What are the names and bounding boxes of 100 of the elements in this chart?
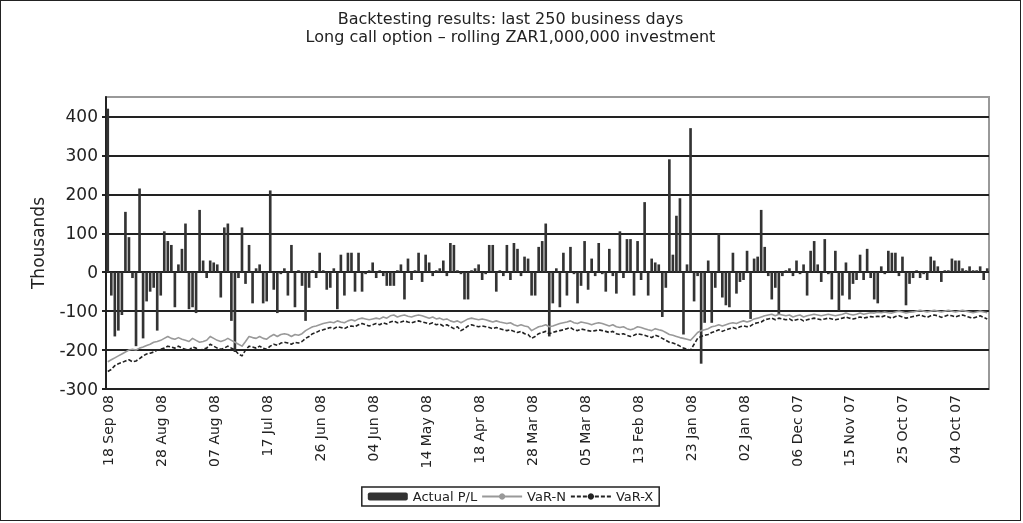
bar (357, 252, 360, 273)
bar (477, 264, 480, 273)
bar (318, 252, 322, 273)
bar (749, 272, 752, 319)
x-tick-label: 25 Oct 07 (894, 395, 911, 464)
bar (290, 244, 293, 273)
bar (487, 244, 491, 273)
bar (544, 223, 548, 273)
bar (848, 272, 851, 300)
bar (819, 272, 823, 282)
bar (494, 272, 498, 292)
legend-label: VaR-X (615, 489, 654, 504)
x-tick-label: 06 Dec 07 (788, 395, 805, 467)
bar (569, 246, 572, 273)
bar (735, 272, 738, 294)
bar (268, 190, 272, 273)
legend-label: VaR-N (527, 489, 566, 504)
y-tick-label: -300 (59, 379, 98, 399)
bar (223, 227, 226, 273)
bar (855, 272, 858, 280)
bar (431, 272, 435, 277)
x-tick-label: 02 Jan 08 (735, 395, 752, 462)
bar (862, 272, 865, 280)
bar (968, 266, 971, 273)
x-tick-label: 04 Oct 07 (947, 395, 964, 464)
bar (184, 223, 187, 273)
x-tick-label: 23 Jan 08 (682, 395, 699, 462)
x-tick-label: 28 Mar 08 (523, 395, 540, 466)
bar (576, 272, 579, 304)
bar (562, 252, 565, 273)
x-tick-label: 07 Aug 08 (205, 395, 222, 467)
bar (593, 272, 597, 277)
bar (823, 239, 827, 273)
chart-subtitle: Long call option – rolling ZAR1,000,000 investment (305, 26, 716, 46)
bar (441, 260, 445, 273)
y-tick-label: 200 (65, 184, 98, 205)
bar (170, 244, 173, 273)
bar (887, 250, 890, 273)
bar (371, 262, 374, 273)
bar (336, 272, 339, 310)
x-tick-label: 13 Feb 08 (629, 395, 646, 465)
bar (759, 209, 763, 273)
bar (138, 188, 141, 273)
bar (770, 272, 774, 300)
bar (208, 260, 212, 273)
bar (410, 272, 413, 280)
bar (583, 241, 586, 273)
bar (530, 272, 533, 296)
bar (939, 272, 943, 282)
bar (802, 264, 805, 273)
y-tick-label: 300 (65, 145, 98, 166)
bar (509, 272, 512, 280)
bar (162, 231, 166, 273)
bar (590, 258, 593, 273)
bar (650, 258, 654, 273)
bar (954, 260, 957, 273)
x-tick-label: 17 Jul 08 (258, 395, 275, 457)
bar (932, 260, 936, 273)
y-axis-title: Thousands (27, 196, 48, 291)
bar (834, 250, 837, 273)
bar (417, 252, 420, 273)
bar (449, 243, 452, 273)
bar (607, 248, 611, 273)
bar (985, 268, 989, 273)
bar (205, 272, 208, 279)
chart-title: Backtesting results: last 250 business days (337, 8, 684, 28)
bar (901, 256, 904, 273)
bar (710, 272, 714, 323)
bar (615, 272, 618, 294)
y-tick-label: 100 (65, 223, 98, 244)
bar (106, 108, 110, 273)
bar (622, 272, 625, 279)
bar (523, 256, 526, 273)
bar (283, 268, 286, 273)
bar (215, 264, 219, 273)
bar (258, 264, 261, 273)
bar (265, 272, 269, 302)
bar (657, 264, 661, 273)
bar (728, 272, 731, 308)
y-tick-label: -200 (59, 340, 98, 361)
bar (788, 268, 791, 273)
x-tick-label: 05 Mar 08 (576, 395, 593, 466)
bar (328, 272, 332, 288)
bar (597, 243, 601, 273)
x-tick-label: 14 May 08 (417, 395, 434, 469)
x-tick-label: 26 Jun 08 (311, 395, 328, 462)
bar (325, 272, 329, 290)
x-tick-label: 18 Sep 08 (99, 395, 116, 466)
bar (251, 272, 254, 304)
x-tick-label: 28 Aug 08 (152, 395, 169, 467)
bar (155, 272, 159, 331)
bar (876, 272, 880, 304)
bar (244, 272, 247, 284)
bar (124, 211, 127, 273)
x-tick-label: 18 Apr 08 (470, 395, 487, 464)
bar (982, 272, 986, 280)
bar (643, 202, 646, 273)
bar (304, 272, 307, 321)
bar (717, 233, 721, 273)
bar (198, 209, 201, 273)
